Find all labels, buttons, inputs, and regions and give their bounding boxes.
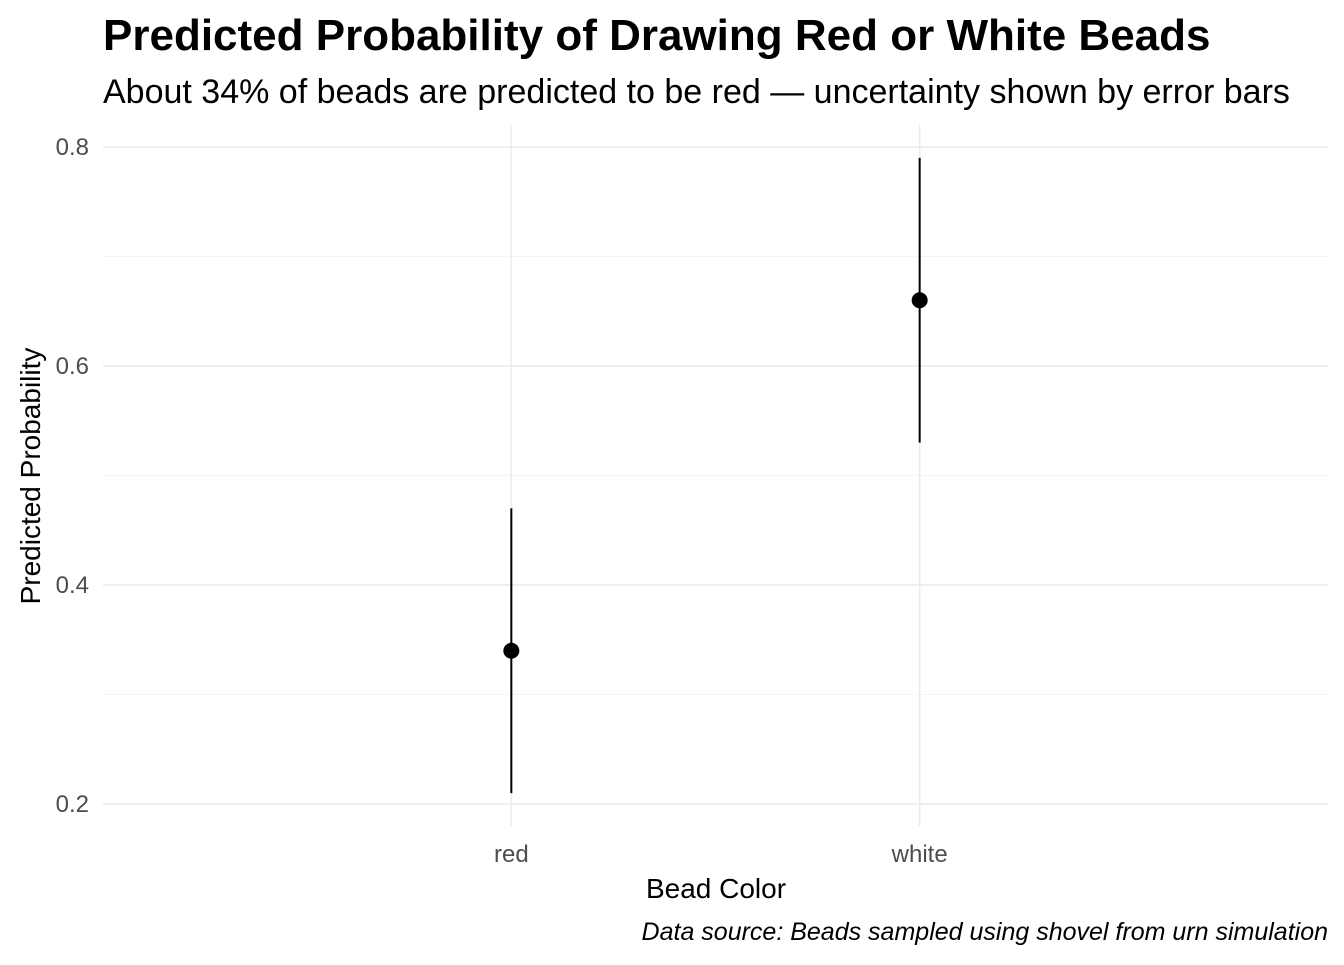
plot-panel: 0.2 0.4 0.6 0.8 red white — [56, 125, 1328, 868]
data-point-red — [503, 642, 520, 659]
y-tick-label: 0.6 — [56, 353, 89, 380]
data-point-white — [911, 292, 928, 309]
x-axis-ticks: red white — [494, 841, 948, 868]
y-axis-ticks: 0.2 0.4 0.6 0.8 — [56, 134, 89, 818]
chart-caption: Data source: Beads sampled using shovel … — [642, 918, 1328, 946]
y-axis-title: Predicted Probability — [15, 348, 46, 605]
grid-lines — [103, 125, 1328, 826]
x-tick-label-red: red — [494, 841, 529, 868]
chart-title: Predicted Probability of Drawing Red or … — [103, 11, 1211, 60]
x-axis-title: Bead Color — [646, 873, 786, 904]
y-tick-label: 0.2 — [56, 791, 89, 818]
y-tick-label: 0.8 — [56, 134, 89, 161]
y-tick-label: 0.4 — [56, 572, 89, 599]
x-tick-label-white: white — [891, 841, 948, 868]
data-marks — [503, 157, 928, 794]
chart-subtitle: About 34% of beads are predicted to be r… — [103, 73, 1290, 111]
